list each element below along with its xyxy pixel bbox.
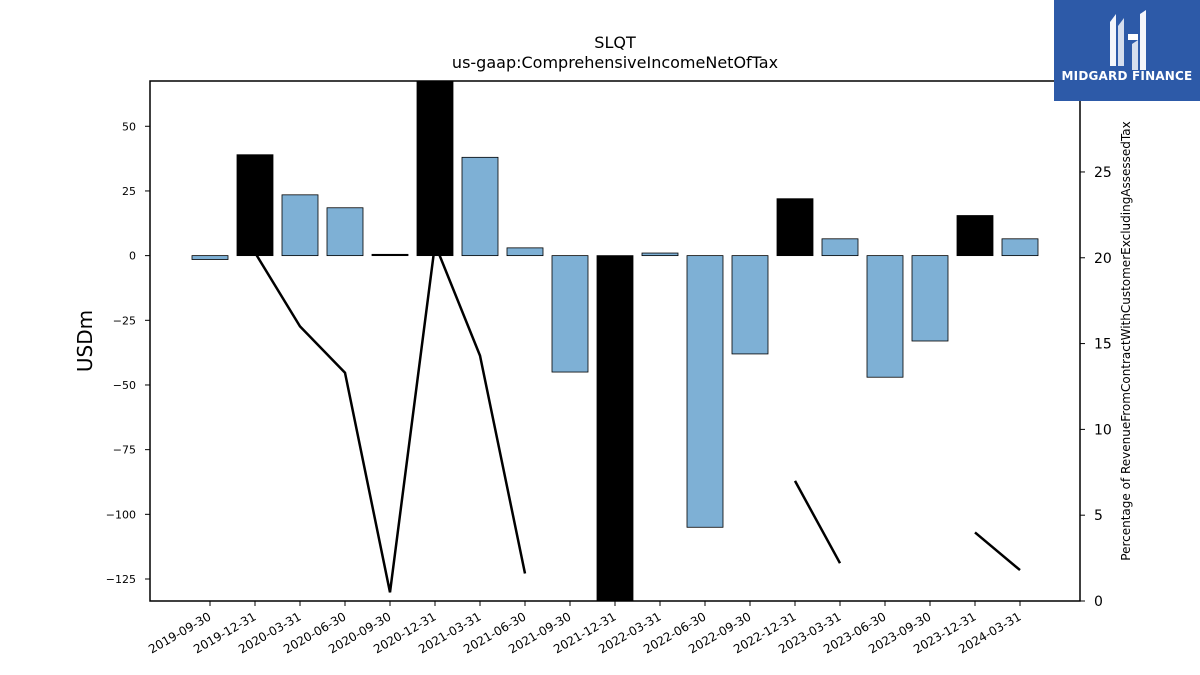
bar [1001,238,1039,257]
bar [596,255,634,602]
y-tick-label: 25 [122,185,136,198]
plot-frame [149,80,1081,602]
series-line [253,239,1021,593]
bar [956,215,994,257]
bar [776,198,814,257]
y-axis-label: USDm [73,310,97,372]
bar [506,247,544,257]
chart-subtitle: us-gaap:ComprehensiveIncomeNetOfTax [452,53,778,72]
bar [416,80,454,257]
y2-tick-label: 10 [1094,422,1112,438]
y-tick-label: −25 [113,314,136,327]
bar [551,255,589,373]
y2-tick-label: 0 [1094,594,1103,610]
y-tick-label: 50 [122,120,136,133]
bar [686,255,724,528]
brand-logo: MIDGARD FINANCE [1054,0,1200,101]
bar [281,194,319,257]
bar [821,238,859,257]
chart-title: SLQT [594,33,636,52]
bar [911,255,949,342]
bar [236,154,274,257]
y-tick-label: 0 [129,250,136,263]
plot-area: 50250−25−50−75−100−12505101520252019-09-… [106,80,1112,656]
y2-tick-label: 25 [1094,165,1112,181]
brand-name: MIDGARD FINANCE [1061,69,1193,83]
y2-tick-label: 5 [1094,508,1103,524]
bar [641,252,679,257]
bar [461,156,499,257]
y2-tick-label: 15 [1094,337,1112,353]
y2-axis-label: Percentage of RevenueFromContractWithCus… [1119,121,1133,560]
logo-mark-icon [1110,10,1146,70]
y-tick-label: −125 [106,573,136,586]
bar [866,255,904,378]
bar [731,255,769,355]
y-tick-label: −100 [106,508,136,521]
bar [326,207,364,257]
bar [371,253,409,257]
y-tick-label: −50 [113,379,136,392]
y-tick-label: −75 [113,444,136,457]
bar [191,255,229,260]
y2-tick-label: 20 [1094,251,1112,267]
